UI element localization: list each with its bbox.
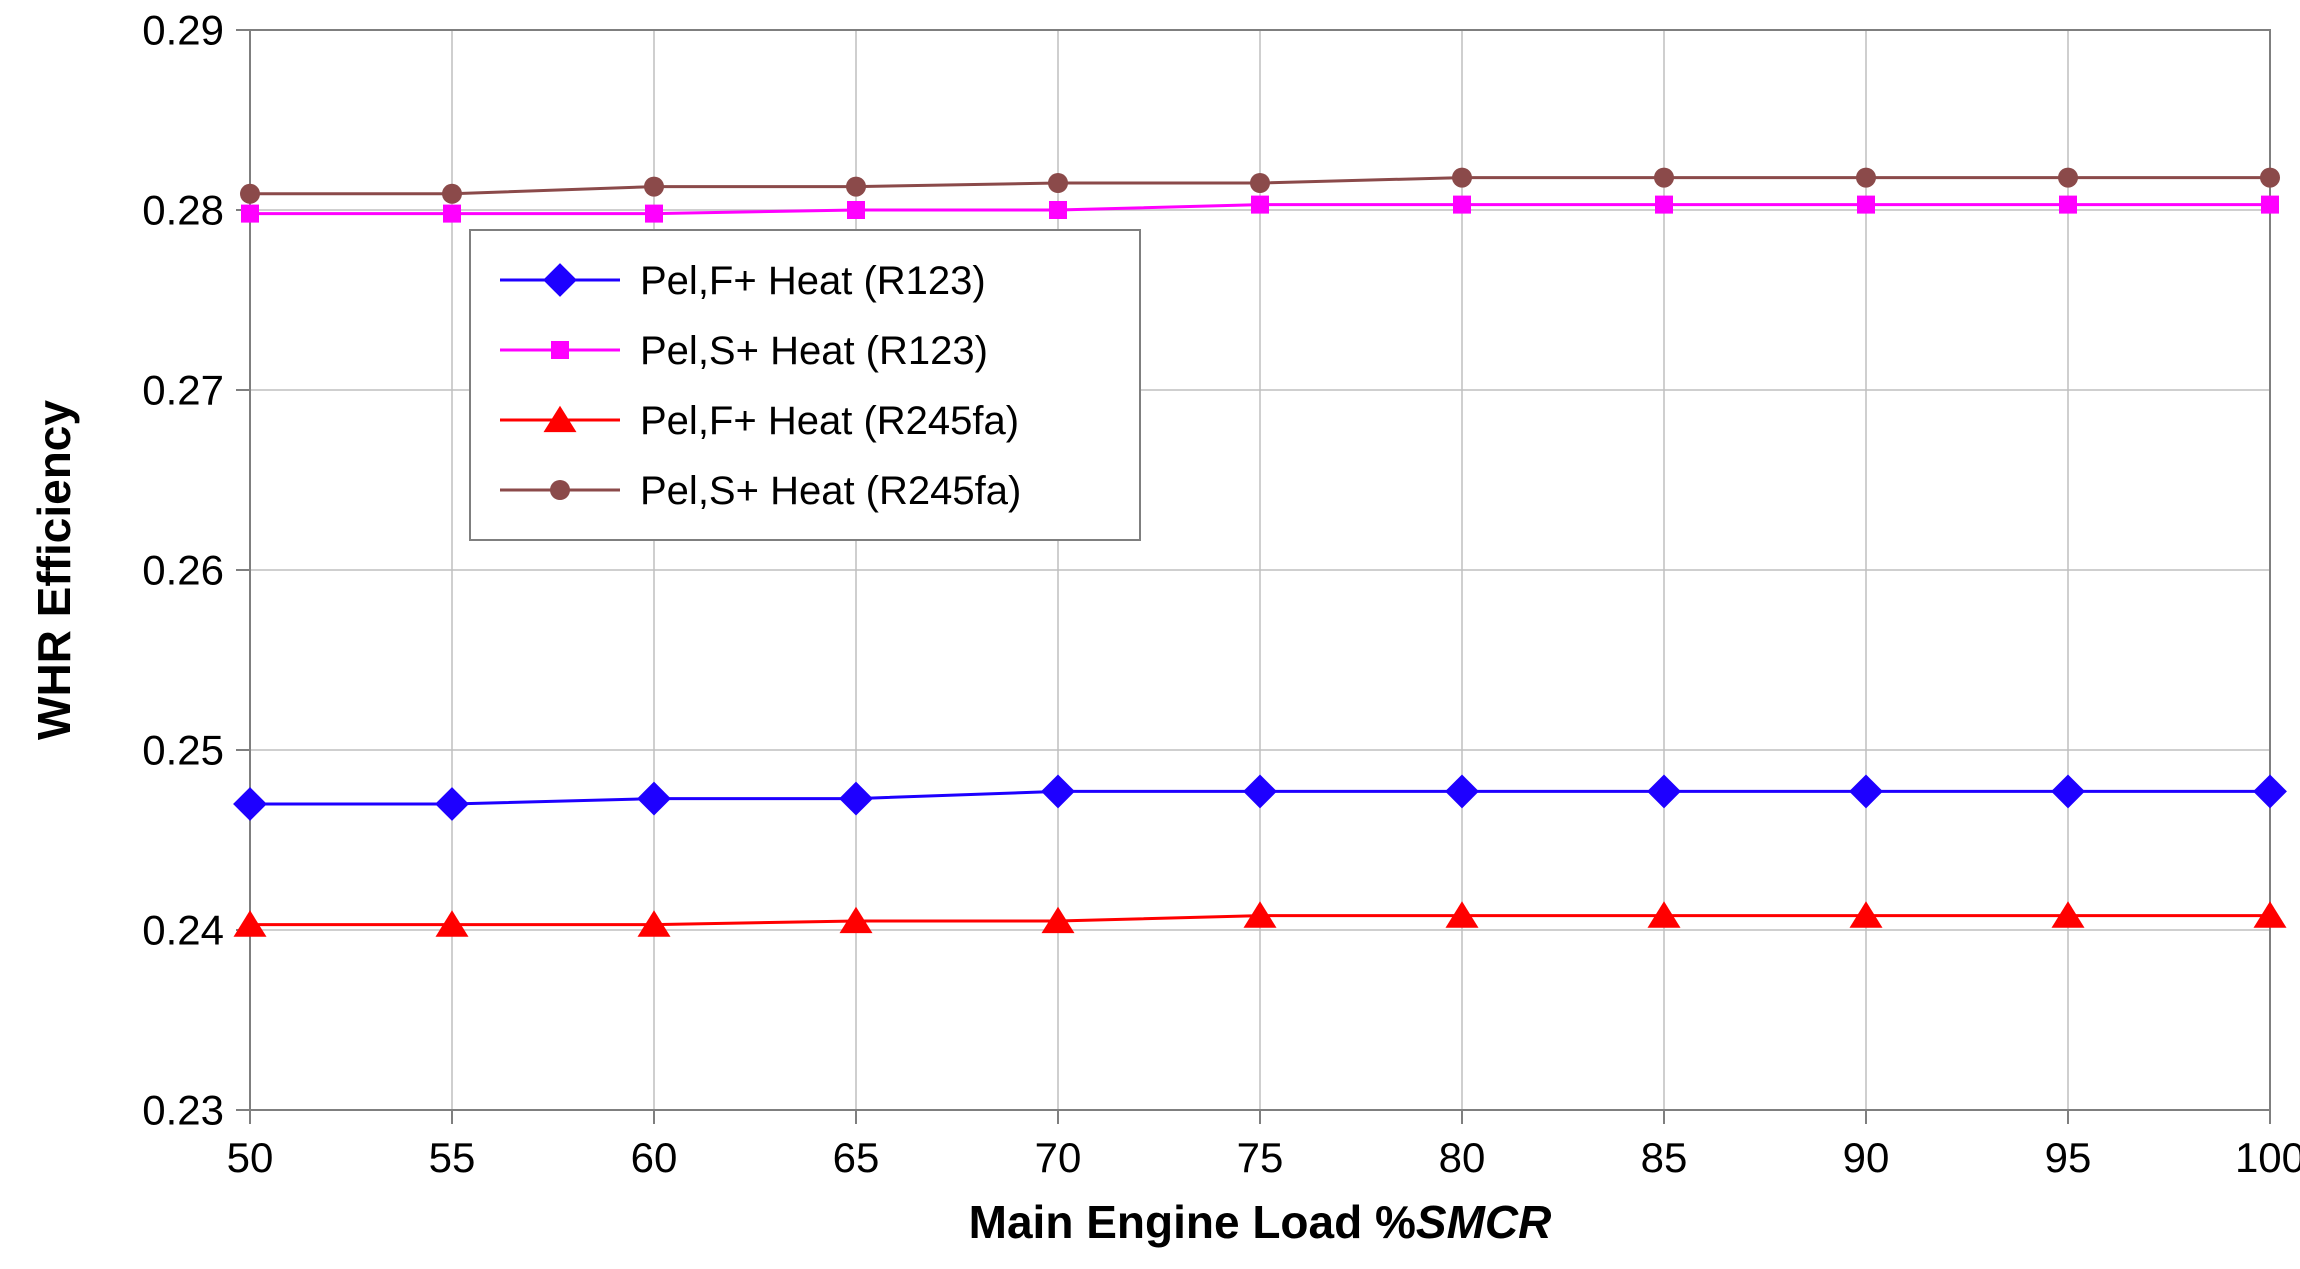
- x-tick-label: 60: [631, 1134, 678, 1181]
- y-tick-label: 0.24: [142, 907, 224, 954]
- y-tick-label: 0.27: [142, 367, 224, 414]
- legend-label: Pel,F+ Heat (R245fa): [640, 399, 1019, 443]
- whr-efficiency-chart: 50 55 60 65 70 75 80 85 90 95 100 0.23 0.24 0.25 0.26 0…: [0, 0, 2300, 1269]
- x-tick-label: 85: [1641, 1134, 1688, 1181]
- x-axis-label: Main Engine Load %SMCR: [969, 1196, 1552, 1248]
- x-tick-label: 70: [1035, 1134, 1082, 1181]
- legend-label: Pel,S+ Heat (R245fa): [640, 469, 1021, 513]
- y-tick-label: 0.25: [142, 727, 224, 774]
- x-tick-label: 50: [227, 1134, 274, 1181]
- x-tick-label: 65: [833, 1134, 880, 1181]
- x-tick-label: 75: [1237, 1134, 1284, 1181]
- y-tick-label: 0.29: [142, 7, 224, 54]
- x-tick-label: 95: [2045, 1134, 2092, 1181]
- y-tick-label: 0.23: [142, 1087, 224, 1134]
- legend-label: Pel,F+ Heat (R123): [640, 259, 986, 303]
- legend: Pel,F+ Heat (R123) Pel,S+ Heat (R123) Pel,…: [470, 230, 1140, 540]
- x-tick-label: 90: [1843, 1134, 1890, 1181]
- x-tick-label: 55: [429, 1134, 476, 1181]
- y-axis-label: WHR Efficiency: [28, 400, 80, 740]
- x-tick-label: 80: [1439, 1134, 1486, 1181]
- legend-label: Pel,S+ Heat (R123): [640, 329, 988, 373]
- y-tick-label: 0.28: [142, 187, 224, 234]
- x-tick-label: 100: [2235, 1134, 2300, 1181]
- y-tick-label: 0.26: [142, 547, 224, 594]
